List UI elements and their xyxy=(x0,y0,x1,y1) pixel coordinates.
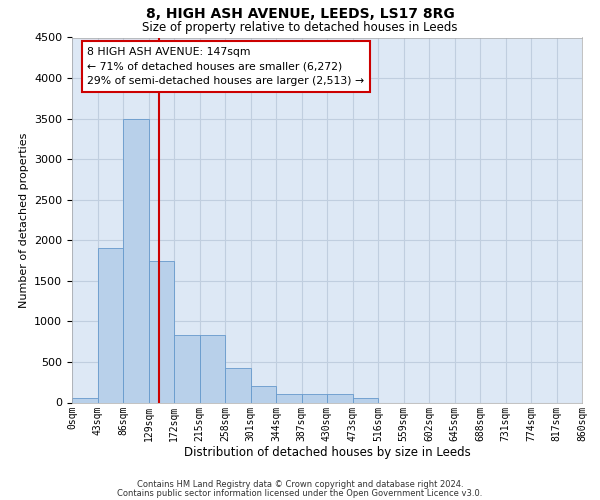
Bar xyxy=(97,248,123,402)
Text: Contains HM Land Registry data © Crown copyright and database right 2024.: Contains HM Land Registry data © Crown c… xyxy=(137,480,463,489)
Bar xyxy=(353,398,378,402)
Bar xyxy=(251,386,276,402)
Bar xyxy=(72,398,97,402)
Bar xyxy=(276,394,302,402)
Bar xyxy=(327,394,353,402)
Bar xyxy=(123,118,149,403)
Bar xyxy=(225,368,251,402)
Bar xyxy=(174,335,199,402)
Text: Size of property relative to detached houses in Leeds: Size of property relative to detached ho… xyxy=(142,21,458,34)
Y-axis label: Number of detached properties: Number of detached properties xyxy=(19,132,29,308)
Bar xyxy=(199,335,225,402)
Text: Contains public sector information licensed under the Open Government Licence v3: Contains public sector information licen… xyxy=(118,490,482,498)
Bar xyxy=(302,394,327,402)
Text: 8 HIGH ASH AVENUE: 147sqm
← 71% of detached houses are smaller (6,272)
29% of se: 8 HIGH ASH AVENUE: 147sqm ← 71% of detac… xyxy=(88,46,364,86)
Text: 8, HIGH ASH AVENUE, LEEDS, LS17 8RG: 8, HIGH ASH AVENUE, LEEDS, LS17 8RG xyxy=(146,8,454,22)
X-axis label: Distribution of detached houses by size in Leeds: Distribution of detached houses by size … xyxy=(184,446,470,459)
Bar xyxy=(149,260,174,402)
